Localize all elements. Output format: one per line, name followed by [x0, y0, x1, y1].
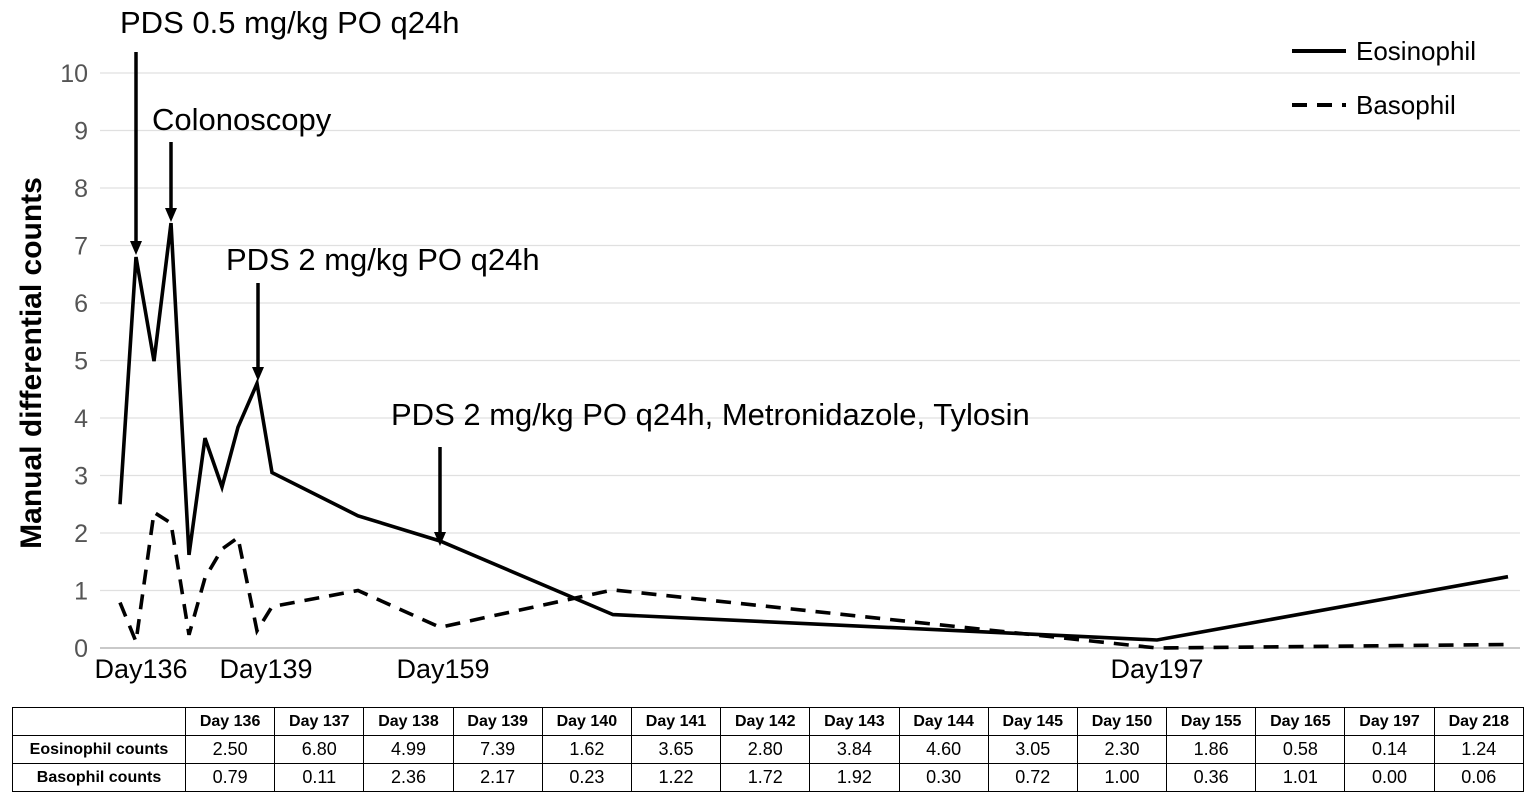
table-header-cell: Day 140 [541, 707, 632, 736]
series-line-basophil [118, 509, 1509, 650]
table-header-cell: Day 144 [898, 707, 989, 736]
y-tick-label: 8 [74, 175, 88, 203]
table-header-cell: Day 142 [720, 707, 811, 736]
table-header-cell: Day 138 [363, 707, 454, 736]
table-cell: 2.80 [720, 735, 811, 764]
table-header-cell: Day 139 [452, 707, 543, 736]
table-header-cell: Day 150 [1076, 707, 1168, 736]
x-axis-day-label: Day139 [219, 654, 312, 684]
arrowhead-icon [165, 208, 177, 222]
y-tick-label: 3 [74, 463, 88, 491]
legend-label-eosinophil: Eosinophil [1356, 36, 1476, 66]
table-cell: 0.11 [274, 763, 365, 792]
y-tick-label: 5 [74, 348, 88, 376]
y-tick-label: 0 [74, 635, 88, 663]
table-row-label: Eosinophil counts [12, 735, 186, 764]
annotation-label: PDS 0.5 mg/kg PO q24h [120, 5, 459, 40]
arrowhead-icon [434, 532, 446, 546]
table-cell: 6.80 [274, 735, 365, 764]
arrowhead-icon [252, 367, 264, 381]
y-axis-ticks: 0 1 2 3 4 5 6 7 8 9 10 [60, 60, 88, 663]
y-tick-label: 2 [74, 520, 88, 548]
y-tick-label: 4 [74, 405, 88, 433]
series-line-eosinophil [118, 222, 1509, 642]
series [118, 222, 1509, 650]
table-cell: 2.30 [1076, 735, 1168, 764]
table-row-label: Basophil counts [12, 763, 186, 792]
table-cell: 7.39 [452, 735, 543, 764]
x-axis-day-label: Day159 [396, 654, 489, 684]
table-cell: 2.50 [184, 735, 276, 764]
table-cell: 2.17 [452, 763, 543, 792]
table-header-cell: Day 218 [1433, 707, 1525, 736]
table-cell: 0.36 [1166, 763, 1257, 792]
table-cell: 4.60 [898, 735, 989, 764]
legend: Eosinophil Basophil [1292, 36, 1476, 120]
table-cell: 0.00 [1344, 763, 1435, 792]
table-cell: 1.62 [541, 735, 632, 764]
table-header-cell: Day 145 [987, 707, 1078, 736]
table-cell: 2.36 [363, 763, 454, 792]
legend-label-basophil: Basophil [1356, 90, 1456, 120]
arrowhead-icon [130, 241, 142, 255]
table-cell: 0.06 [1433, 763, 1525, 792]
table-corner-cell [12, 707, 186, 736]
y-axis-label: Manual differential counts [15, 177, 48, 549]
table-cell: 0.58 [1255, 735, 1346, 764]
table-cell: 0.23 [541, 763, 632, 792]
table-row: Basophil counts 0.79 0.11 2.36 2.17 0.23 1.22 1… [12, 763, 1525, 792]
annotation-label: PDS 2 mg/kg PO q24h [226, 242, 540, 277]
gridlines [100, 72, 1520, 649]
table-cell: 1.86 [1166, 735, 1257, 764]
table-cell: 4.99 [363, 735, 454, 764]
table-header-row: Day 136 Day 137 Day 138 Day 139 Day 140 Day 1… [12, 707, 1525, 736]
table-cell: 1.72 [720, 763, 811, 792]
table-cell: 0.14 [1344, 735, 1435, 764]
table-header-cell: Day 141 [630, 707, 722, 736]
table-cell: 0.72 [987, 763, 1078, 792]
table-cell: 0.30 [898, 763, 989, 792]
table-cell: 3.65 [630, 735, 722, 764]
y-tick-label: 1 [74, 578, 88, 606]
table-cell: 1.24 [1433, 735, 1525, 764]
annotation-label: PDS 2 mg/kg PO q24h, Metronidazole, Tylo… [391, 397, 1030, 432]
table-header-cell: Day 197 [1344, 707, 1435, 736]
table-cell: 1.22 [630, 763, 722, 792]
x-axis-day-label: Day136 [94, 654, 187, 684]
table-cell: 3.84 [809, 735, 900, 764]
annotations: PDS 0.5 mg/kg PO q24h Colonoscopy PDS 2 mg… [120, 5, 1030, 546]
table-cell: 3.05 [987, 735, 1078, 764]
table-header-cell: Day 136 [184, 707, 276, 736]
y-tick-label: 10 [60, 60, 88, 88]
table-cell: 1.01 [1255, 763, 1346, 792]
y-tick-label: 6 [74, 290, 88, 318]
table-cell: 1.92 [809, 763, 900, 792]
x-axis-day-label: Day197 [1110, 654, 1203, 684]
table-row: Eosinophil counts 2.50 6.80 4.99 7.39 1.62 3.6… [12, 735, 1525, 764]
table-header-cell: Day 165 [1255, 707, 1346, 736]
x-axis-labels: Day136 Day139 Day159 Day197 [94, 654, 1203, 684]
table-header-cell: Day 143 [809, 707, 900, 736]
y-tick-label: 9 [74, 118, 88, 146]
table-header-cell: Day 155 [1166, 707, 1257, 736]
table-header-cell: Day 137 [274, 707, 365, 736]
table-cell: 0.79 [184, 763, 276, 792]
annotation-label: Colonoscopy [152, 102, 332, 137]
y-tick-label: 7 [74, 233, 88, 261]
table-cell: 1.00 [1076, 763, 1168, 792]
data-table: Day 136 Day 137 Day 138 Day 139 Day 140 Day 1… [12, 707, 1525, 792]
